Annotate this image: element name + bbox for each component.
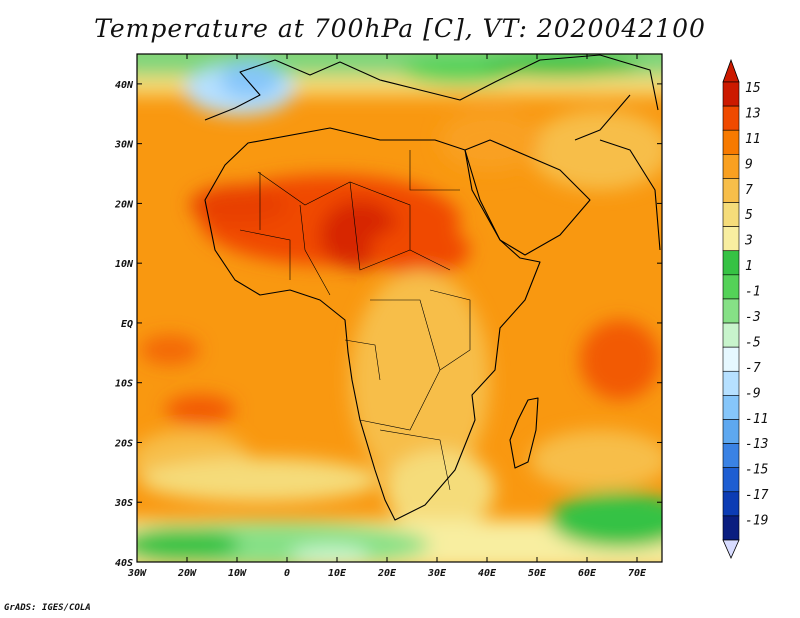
colorbar-label: -15 xyxy=(745,463,769,478)
lon-tick-label: 70E xyxy=(628,568,647,579)
colorbar-swatch xyxy=(722,81,740,107)
lat-tick-label: 40N xyxy=(115,80,134,91)
axis-ticks: 30W 20W 10W 0 10E 20E 30E 40E 50E 60E 70E 40N 30N 20N… xyxy=(114,54,662,579)
lon-tick-label: 60E xyxy=(578,568,597,579)
colorbar-top-arrow xyxy=(722,58,740,83)
lon-tick-label: 10E xyxy=(328,568,347,579)
colorbar-label: 13 xyxy=(745,106,761,121)
colorbar-label: -3 xyxy=(745,310,761,325)
grads-credit: GrADS: IGES/COLA xyxy=(4,603,91,613)
plot-frame xyxy=(136,53,663,563)
colorbar-swatch xyxy=(722,370,740,396)
colorbar-bottom-arrow xyxy=(722,539,740,559)
colorbar-label: -17 xyxy=(745,488,769,503)
lat-tick-label: 30S xyxy=(114,498,133,509)
country-borders xyxy=(239,150,471,491)
colorbar-swatch xyxy=(722,346,740,372)
colorbar-swatch xyxy=(722,322,740,348)
colorbar-swatch xyxy=(722,202,740,227)
colorbar-label: 9 xyxy=(745,157,753,172)
lon-tick-label: 30W xyxy=(127,568,147,579)
colorbar-label: 15 xyxy=(745,81,761,96)
colorbar-swatch xyxy=(722,250,740,276)
colorbar-label: 5 xyxy=(745,208,753,223)
colorbar-swatch xyxy=(722,491,740,517)
lon-tick-label: 30E xyxy=(427,568,447,579)
map-title: Temperature at 700hPa [C], VT: 202004210… xyxy=(94,14,706,43)
colorbar-label: -13 xyxy=(745,437,768,452)
colorbar-swatch xyxy=(722,154,740,179)
colorbar-swatch xyxy=(722,443,740,468)
lat-tick-label: 20S xyxy=(114,438,133,449)
colorbar: 15 13 11 9 7 5 3 1 -1 -3 -5 -7 -9 -11 -13 -15 -17 -19 xyxy=(722,58,769,559)
colorbar-label: 11 xyxy=(745,132,761,147)
lon-tick-label: 50E xyxy=(528,568,547,579)
colorbar-swatch xyxy=(722,226,740,252)
colorbar-swatch xyxy=(722,395,740,420)
colorbar-label: 3 xyxy=(744,234,753,249)
colorbar-label: 7 xyxy=(745,183,753,198)
colorbar-label: -5 xyxy=(745,335,761,350)
coastlines xyxy=(204,54,661,521)
colorbar-label: 1 xyxy=(745,259,753,274)
colorbar-label: -9 xyxy=(745,386,761,401)
lat-tick-label: 10N xyxy=(115,259,134,270)
temperature-field xyxy=(137,54,662,562)
lon-tick-label: 20E xyxy=(377,568,397,579)
lat-tick-label: 30N xyxy=(114,140,134,151)
colorbar-label: -1 xyxy=(745,285,761,300)
lat-tick-label: 20N xyxy=(114,199,134,210)
lon-tick-label: 40E xyxy=(478,568,497,579)
colorbar-label: -7 xyxy=(745,361,761,376)
lon-tick-label: 0 xyxy=(284,568,290,579)
colorbar-swatch xyxy=(722,467,740,493)
lon-tick-label: 20W xyxy=(177,568,197,579)
colorbar-swatch xyxy=(722,129,740,155)
colorbar-label: -11 xyxy=(745,412,768,427)
colorbar-swatch xyxy=(722,105,740,131)
lat-tick-label: 10S xyxy=(115,379,133,390)
colorbar-swatch xyxy=(722,178,740,203)
colorbar-swatch xyxy=(722,515,740,541)
colorbar-label: -19 xyxy=(745,514,768,529)
colorbar-swatch xyxy=(722,419,740,444)
colorbar-swatch xyxy=(722,274,740,300)
lat-tick-label: EQ xyxy=(121,319,133,330)
lat-tick-label: 40S xyxy=(115,558,133,569)
colorbar-swatch xyxy=(722,298,740,324)
lon-tick-label: 10W xyxy=(228,568,247,579)
